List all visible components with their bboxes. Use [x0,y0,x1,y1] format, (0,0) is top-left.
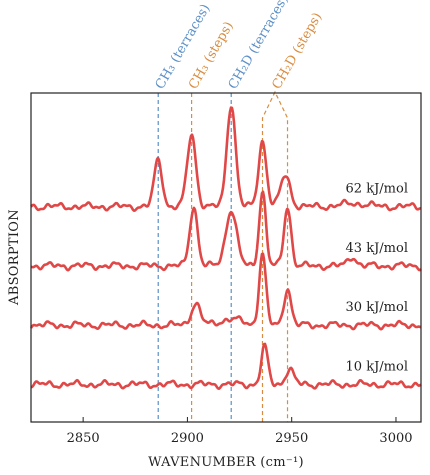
series-label-2: 43 kJ/mol [346,241,408,256]
x-tick-label-2900: 2900 [171,431,204,446]
reference-lines [157,90,289,422]
series-labels: 62 kJ/mol 43 kJ/mol 30 kJ/mol 10 kJ/mol [346,182,408,375]
x-axis-label: WAVENUMBER (cm⁻¹) [148,455,304,470]
series-line-1 [30,106,422,212]
plot-frame [30,92,422,423]
series-line-3 [29,252,422,331]
reference-labels: CH₃ (terraces)CH₃ (steps)CH₂D (terraces)… [153,0,326,92]
series-line-4 [30,342,422,390]
series-label-4: 10 kJ/mol [346,359,408,374]
series-line-2 [30,190,422,272]
x-tick-label-3000: 3000 [379,431,412,446]
series-label-3: 30 kJ/mol [346,300,408,315]
y-axis-label: ABSORPTION [7,209,22,306]
x-tick-label-2950: 2950 [275,431,308,446]
series-label-1: 62 kJ/mol [346,182,408,197]
x-tick-label-2850: 2850 [67,431,100,446]
series-group [29,106,422,390]
x-axis-ticks: 2850 2900 2950 3000 [67,417,413,446]
ref-4-line [261,90,289,422]
